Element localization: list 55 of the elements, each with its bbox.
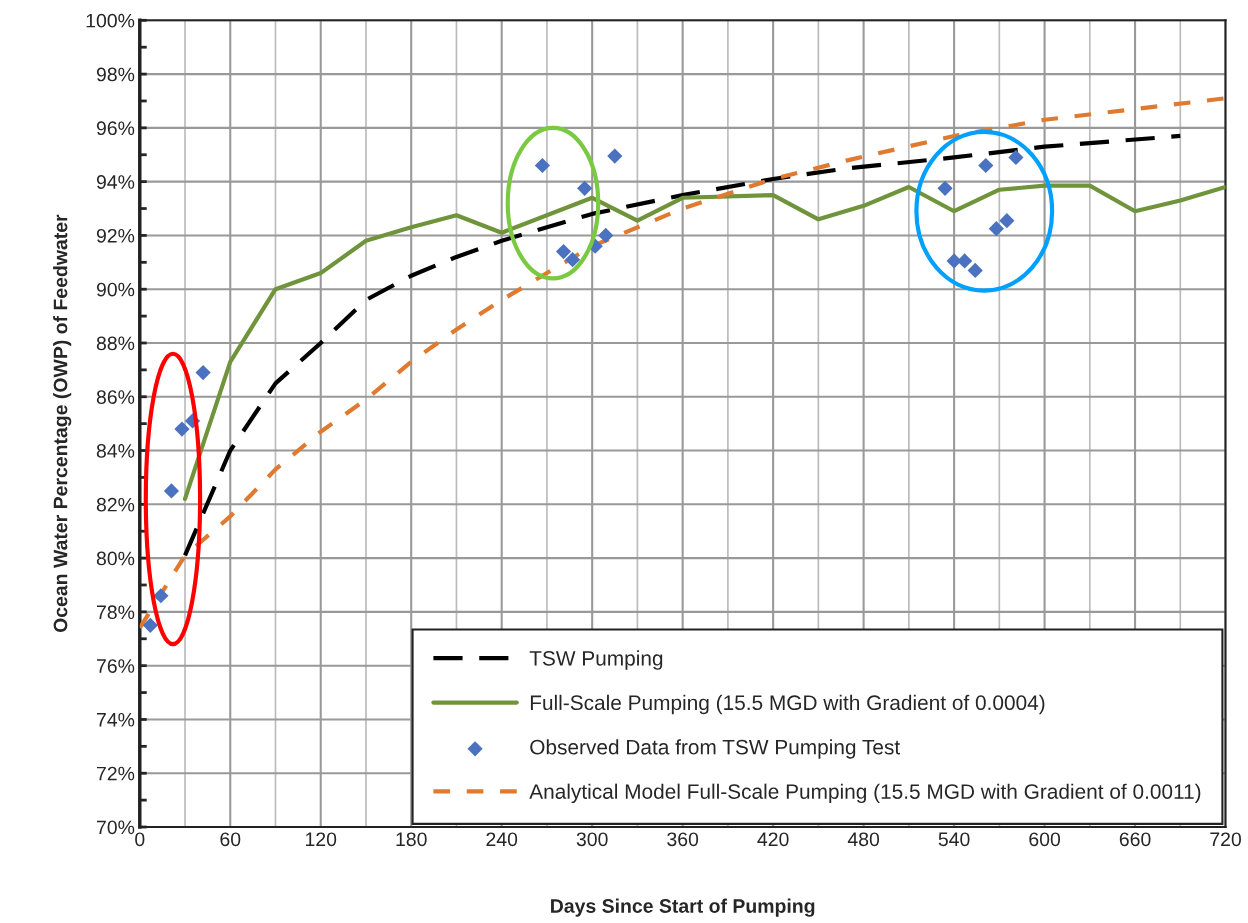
point: [607, 148, 623, 164]
legend-label: Analytical Model Full-Scale Pumping (15.5 MGD with Gradient of 0.0011): [529, 783, 1201, 804]
point: [978, 157, 994, 174]
y-tick-label: 72%: [97, 766, 135, 781]
line-series: [182, 133, 1183, 558]
x-axis-title: Days Since Start of Pumping: [551, 898, 815, 917]
point: [153, 588, 169, 604]
x-tick-label: 240: [486, 832, 518, 847]
y-tick-label: 96%: [96, 121, 135, 136]
point: [534, 157, 551, 174]
y-tick-label: 94%: [96, 175, 135, 189]
point: [937, 180, 953, 196]
x-tick-label: 420: [757, 832, 789, 847]
y-tick-label: 90%: [96, 282, 135, 297]
point: [195, 364, 211, 381]
x-tick-label: 0: [135, 832, 145, 847]
x-tick-label: 360: [667, 832, 699, 847]
y-tick-label: 100%: [86, 13, 135, 28]
y-tick-label: 70%: [97, 820, 135, 835]
x-tick-label: 720: [1210, 832, 1241, 847]
x-tick-label: 660: [1119, 832, 1151, 847]
y-tick-label: 74%: [97, 713, 135, 727]
legend-label: Observed Data from TSW Pumping Test: [530, 739, 900, 759]
point: [957, 253, 973, 269]
y-tick-label: 98%: [96, 67, 135, 82]
x-tick-label: 480: [847, 832, 880, 847]
x-tick-label: 60: [220, 832, 241, 847]
point: [988, 221, 1004, 237]
x-tick-label: 120: [306, 832, 337, 847]
y-tick-label: 78%: [97, 605, 135, 620]
legend-label: Full-Scale Pumping (15.5 MGD with Gradient of 0.0004): [530, 694, 1045, 715]
y-axis-title: Ocean Water Percentage (OWP) of Feedwater: [53, 214, 72, 633]
point: [564, 252, 581, 268]
y-tick-label: 80%: [96, 551, 135, 566]
x-tick-label: 600: [1029, 832, 1061, 847]
x-tick-label: 180: [396, 832, 427, 847]
y-tick-label: 88%: [96, 336, 135, 351]
point: [142, 617, 158, 633]
line-series: [139, 96, 1226, 631]
point: [598, 227, 614, 244]
x-tick-label: 300: [576, 832, 608, 847]
point: [555, 243, 572, 260]
y-tick-label: 92%: [96, 228, 135, 243]
y-tick-label: 82%: [96, 497, 135, 512]
x-tick-label: 540: [938, 832, 970, 847]
point: [163, 483, 180, 499]
point: [1008, 149, 1024, 166]
y-tick-label: 84%: [96, 444, 135, 458]
point: [999, 213, 1015, 229]
y-tick-label: 76%: [97, 659, 135, 673]
y-tick-label: 86%: [96, 390, 135, 404]
legend-label: TSW Pumping: [529, 650, 663, 670]
point: [174, 421, 190, 437]
point: [967, 262, 983, 278]
point: [577, 180, 593, 196]
